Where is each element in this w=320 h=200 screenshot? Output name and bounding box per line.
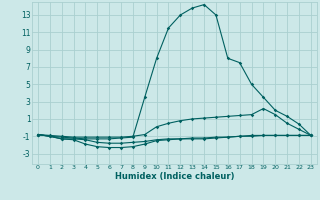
X-axis label: Humidex (Indice chaleur): Humidex (Indice chaleur) <box>115 172 234 181</box>
